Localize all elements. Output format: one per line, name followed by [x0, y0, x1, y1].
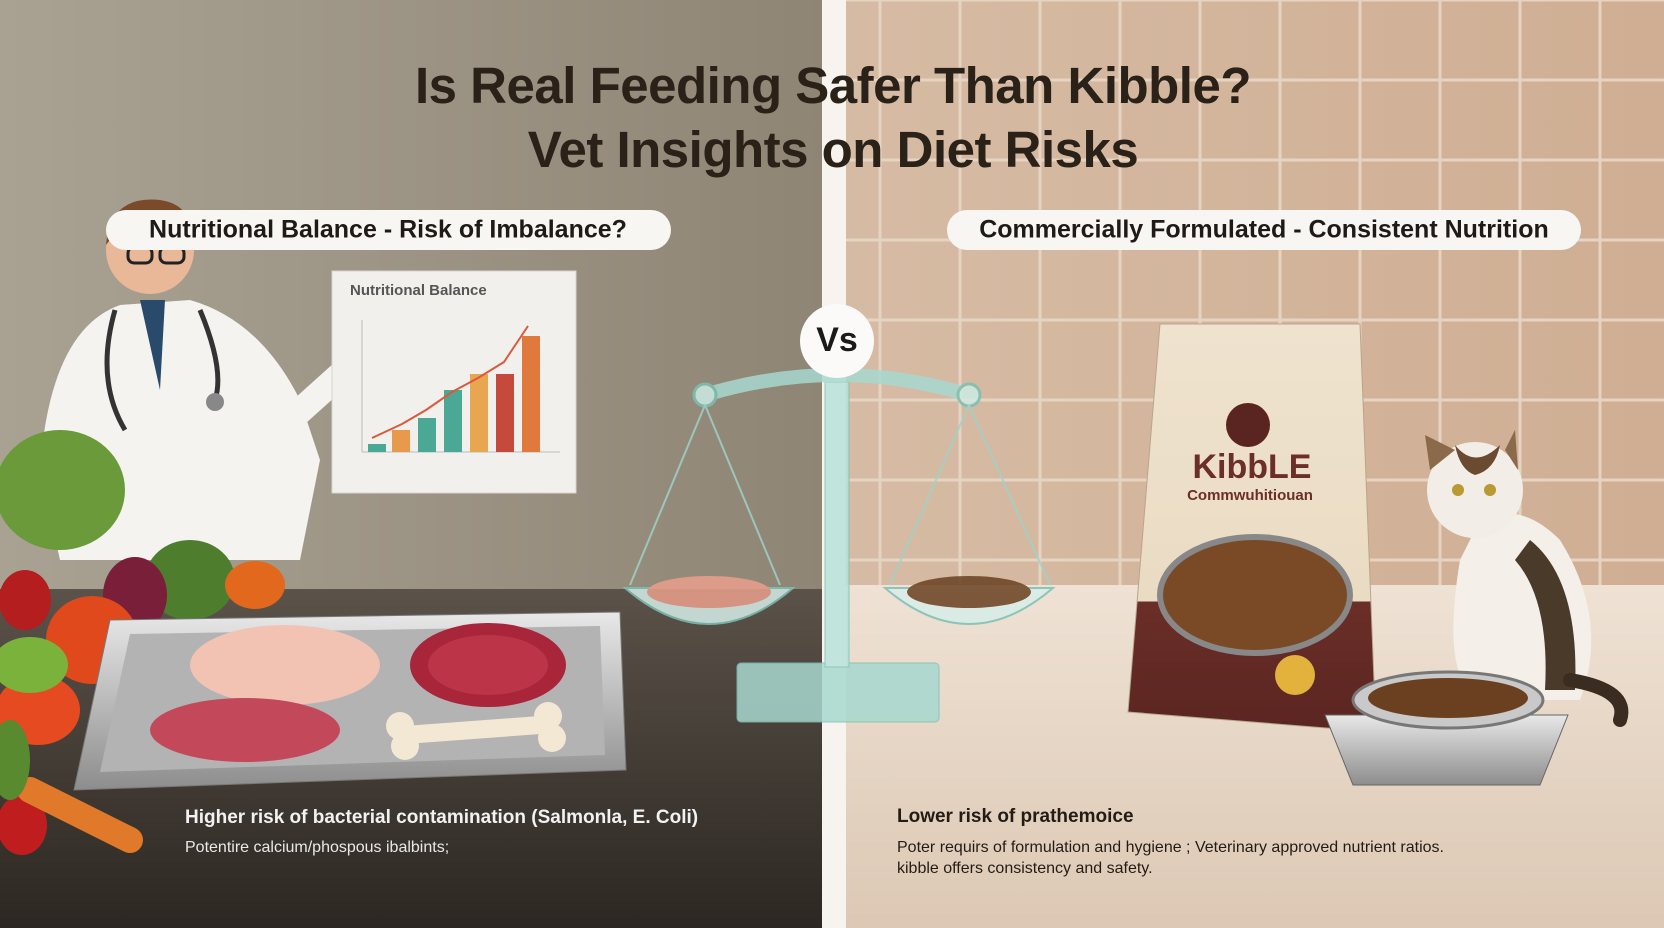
meat-tray-part: [190, 625, 380, 705]
chart-board: Nutritional Balance: [331, 270, 577, 494]
vet-illustration-part: [206, 393, 224, 411]
right-note: Lower risk of prathemoice: [897, 806, 1134, 827]
cat-part: [1427, 442, 1523, 538]
left-label: Nutritional Balance - Risk of Imbalance?: [149, 216, 627, 244]
meat-tray-part: [428, 635, 548, 695]
chart-board-part: [496, 374, 514, 452]
vegetables-part: [0, 430, 125, 550]
right-pill: Commercially Formulated - Consistent Nut…: [947, 210, 1581, 250]
right-note: Poter requirs of formulation and hygiene…: [897, 839, 1444, 856]
kibble-bag-part: [1226, 403, 1270, 447]
vegetables: [0, 430, 285, 855]
title-line-1: Is Real Feeding Safer Than Kibble?: [415, 57, 1251, 114]
meat-tray-part: [396, 716, 549, 744]
chart-board-title: Nutritional Balance: [350, 282, 487, 299]
balance-scale-part: [736, 662, 940, 723]
meat-tray-part: [534, 702, 562, 730]
chart-board-part: [392, 430, 410, 452]
chart-board-part: [470, 374, 488, 452]
balance-scale-part: [824, 381, 850, 668]
title-line-2: Vet Insights on Diet Risks: [528, 121, 1138, 178]
vs-text: Vs: [816, 321, 858, 359]
left-pill-part: [106, 210, 671, 250]
cat-part: [1484, 484, 1496, 496]
left-note: Potentire calcium/phospous ibalbints;: [185, 839, 449, 856]
right-pill-part: [947, 210, 1581, 250]
meat-tray-part: [150, 698, 340, 762]
meat-tray-part: [391, 732, 419, 760]
vegetables-part: [0, 795, 47, 855]
right-note: kibble offers consistency and safety.: [897, 860, 1153, 877]
bag-subtitle: Commwuhitiouan: [1187, 487, 1313, 504]
food-bowl-part: [1368, 678, 1528, 718]
vegetables-part: [0, 570, 51, 630]
balance-scale-part: [629, 404, 1051, 586]
balance-scale-part: [647, 576, 771, 608]
vegetables-part: [0, 720, 30, 800]
kibble-bag-part: [1275, 655, 1315, 695]
vs-badge-part: [800, 304, 874, 378]
balance-scale-part: [692, 382, 718, 408]
kibble-bag-part: [1157, 534, 1353, 656]
cat-part: [1563, 673, 1629, 727]
vet-illustration-part: [140, 300, 165, 390]
right-label: Commercially Formulated - Consistent Nut…: [979, 216, 1549, 244]
kibble-bag-part: [1127, 323, 1377, 733]
balance-scale-part: [956, 382, 982, 408]
chart-board-part: [368, 444, 386, 452]
cat-part: [1452, 484, 1464, 496]
meat-tray: [73, 611, 627, 791]
vegetables-part: [0, 637, 68, 693]
chart-board-part: [418, 418, 436, 452]
bag-brand: KibbLE: [1193, 448, 1312, 486]
vegetables-part: [17, 777, 143, 853]
chart-board-part: [444, 390, 462, 452]
vegetables-part: [145, 540, 235, 620]
vegetables-part: [225, 561, 285, 609]
chart-board-part: [371, 325, 529, 439]
cat-part: [1515, 540, 1576, 690]
balance-scale-part: [907, 576, 1031, 608]
right-background: [846, 0, 1664, 928]
cat-part: [1425, 430, 1518, 470]
cat: [1425, 430, 1629, 727]
left-pill: Nutritional Balance - Risk of Imbalance?: [106, 210, 671, 250]
food-bowl: [1324, 670, 1569, 786]
left-note: Higher risk of bacterial contamination (…: [185, 807, 698, 828]
kibble-bag: KibbLE Commwuhitiouan: [1127, 323, 1377, 733]
cat-part: [1455, 445, 1500, 475]
chart-board-part: [522, 336, 540, 452]
meat-tray-part: [538, 724, 566, 752]
vs-badge: Vs: [800, 304, 874, 378]
